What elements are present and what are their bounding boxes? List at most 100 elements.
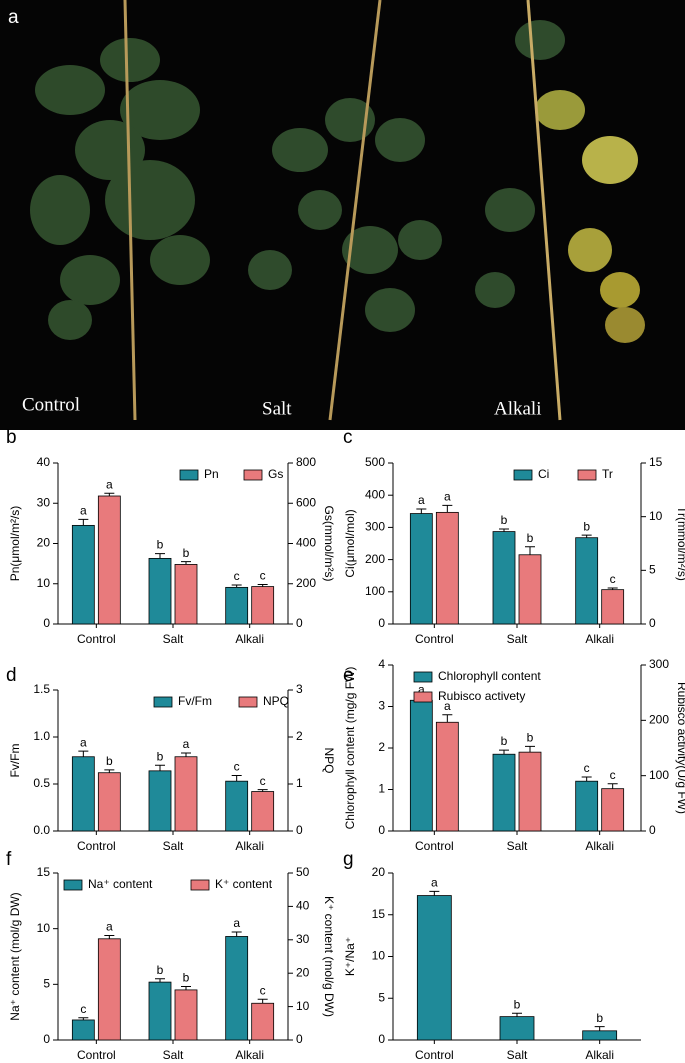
bar (518, 751, 542, 832)
significance-letter: c (260, 569, 266, 583)
panel-label: d (6, 665, 17, 686)
y-axis-label: Na⁺ content (mol/g DW) (8, 892, 22, 1020)
y-tick-label: 20 (372, 865, 386, 879)
error-bar (155, 978, 165, 983)
y-axis-label: Chlorophyll content (mg/g FW) (343, 667, 357, 830)
legend-swatch (513, 469, 533, 481)
plant-salt (248, 98, 442, 332)
x-tick-label: Control (415, 632, 454, 646)
bar (97, 938, 121, 1041)
x-tick-label: Control (77, 1048, 116, 1062)
x-tick-label: Alkali (585, 839, 614, 853)
x-tick-label: Control (77, 632, 116, 646)
y-tick-label: 1.5 (33, 682, 50, 696)
photo-label: Control (22, 394, 80, 415)
x-tick-label: Salt (507, 632, 528, 646)
significance-letter: c (610, 572, 616, 586)
bar (225, 780, 249, 832)
error-bar (104, 769, 115, 773)
y-tick-label: 15 (37, 865, 51, 879)
stake (123, 0, 137, 421)
y2-axis-label: NPQ (322, 747, 336, 773)
y-tick-label: 20 (37, 536, 51, 550)
error-bar (416, 508, 427, 514)
significance-letter: a (80, 735, 87, 749)
significance-letter: b (514, 997, 521, 1011)
y-tick-label: 30 (37, 495, 51, 509)
bar (251, 1002, 275, 1041)
y-tick-label: 10 (37, 921, 51, 935)
significance-letter: c (234, 760, 240, 774)
y2-tick-label: 3 (296, 682, 303, 696)
y-tick-label: 3 (378, 699, 385, 713)
error-bar (257, 789, 268, 792)
error-bar (78, 750, 89, 757)
legend-swatch (63, 879, 83, 891)
y-tick-label: 1.0 (33, 729, 50, 743)
bar (148, 981, 172, 1041)
legend-swatch (190, 879, 210, 891)
y2-tick-label: 200 (649, 713, 669, 727)
legend-swatch (153, 696, 173, 708)
bar (435, 511, 459, 625)
panel-label: f (6, 849, 12, 870)
y2-tick-label: 0 (649, 616, 656, 630)
significance-letter: a (431, 876, 438, 890)
y-tick-label: 0 (43, 1032, 50, 1046)
error-bar (155, 764, 165, 771)
error-bar (442, 714, 453, 723)
y2-tick-label: 10 (296, 999, 310, 1013)
significance-letter: b (183, 971, 190, 985)
bar (409, 513, 433, 625)
error-bar (429, 890, 440, 896)
significance-letter: a (106, 920, 113, 934)
y2-axis-label: Gs(mmol/m²s) (322, 506, 336, 582)
significance-letter: b (183, 546, 190, 560)
significance-letter: c (234, 569, 240, 583)
significance-letter: a (233, 916, 240, 930)
bar (251, 791, 275, 832)
bar (97, 495, 121, 625)
significance-letter: b (527, 731, 534, 745)
x-tick-label: Salt (163, 1048, 184, 1062)
error-bar (257, 584, 268, 587)
y2-axis-label: Tr(mmol/m²/s) (675, 506, 685, 581)
error-bar (581, 776, 592, 782)
error-bar (231, 931, 242, 937)
y-tick-label: 100 (365, 584, 385, 598)
y-tick-label: 500 (365, 455, 385, 469)
y2-tick-label: 15 (649, 455, 663, 469)
y-tick-label: 300 (365, 520, 385, 534)
stake (526, 0, 562, 421)
bar (492, 531, 516, 625)
significance-letter: b (501, 513, 508, 527)
bar (575, 537, 599, 625)
legend-label: Pn (204, 467, 219, 481)
bar (71, 756, 95, 832)
bar (174, 564, 198, 625)
y2-tick-label: 100 (649, 768, 669, 782)
legend-label: Ci (538, 467, 549, 481)
error-bar (525, 745, 535, 753)
significance-letter: c (610, 768, 616, 782)
bar (97, 772, 121, 832)
bar (518, 554, 542, 625)
y-axis-label: K⁺/Na⁺ (343, 937, 357, 976)
panel-label: c (343, 427, 353, 448)
bar (174, 989, 198, 1041)
bar (499, 1016, 535, 1041)
significance-letter: c (260, 983, 266, 997)
y2-tick-label: 0 (296, 616, 303, 630)
significance-letter: a (444, 490, 451, 504)
error-bar (499, 528, 509, 532)
error-bar (231, 584, 242, 588)
significance-letter: b (501, 734, 508, 748)
panel-label: e (343, 665, 354, 686)
x-tick-label: Control (77, 839, 116, 853)
legend-swatch (243, 469, 263, 481)
legend-swatch (413, 671, 433, 683)
error-bar (594, 1026, 605, 1031)
legend-label: Tr (602, 467, 613, 481)
bar (575, 780, 599, 832)
x-tick-label: Alkali (235, 1048, 264, 1062)
